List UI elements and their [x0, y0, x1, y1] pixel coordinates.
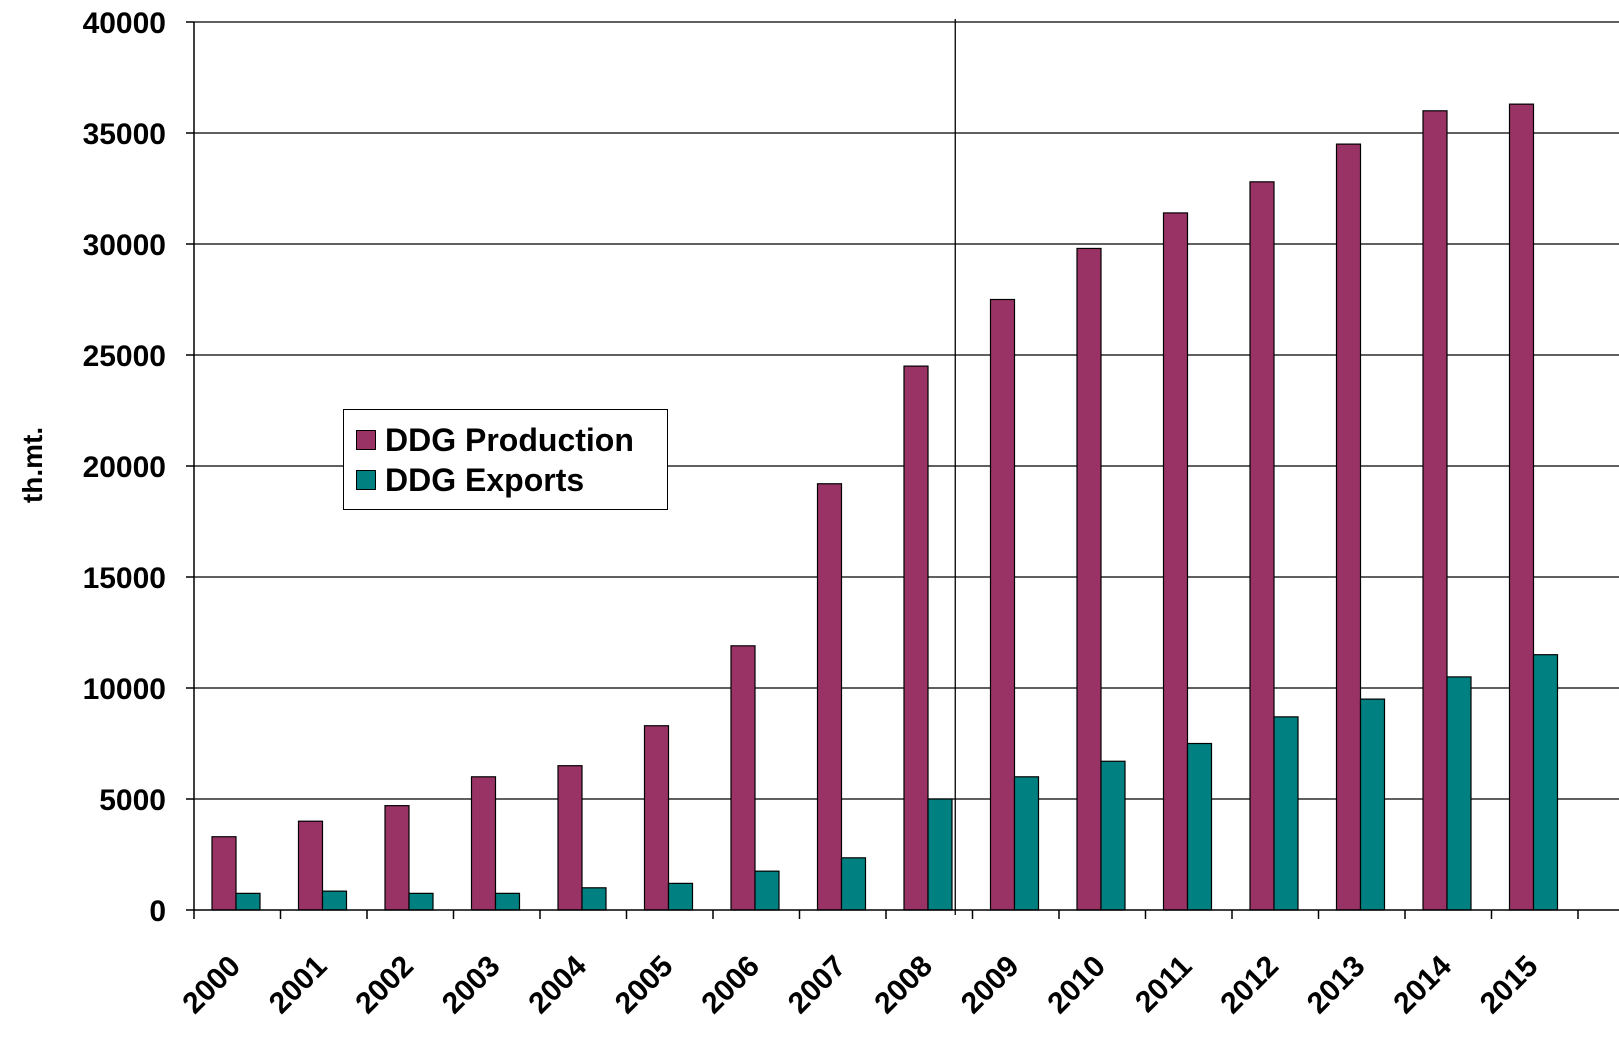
y-tick-label: 25000 — [83, 340, 166, 373]
bar-exports-2013 — [1359, 698, 1386, 911]
y-axis-title: th.mt. — [17, 427, 48, 503]
bar-production-2000 — [211, 836, 237, 911]
bar-production-2015 — [1508, 103, 1535, 911]
x-tick-label: 2012 — [1214, 950, 1285, 1021]
bar-production-2006 — [730, 645, 756, 911]
bar-exports-2008 — [927, 798, 953, 911]
x-tick-label: 2005 — [609, 950, 680, 1021]
x-tick-label: 2014 — [1387, 949, 1458, 1020]
y-tick-label: 0 — [149, 895, 166, 928]
y-tick-label: 20000 — [83, 451, 166, 484]
y-tick-label: 30000 — [83, 229, 166, 262]
x-tick-label: 2011 — [1129, 950, 1198, 1019]
x-tick-label: 2003 — [436, 950, 507, 1021]
legend-swatch-production — [356, 430, 376, 450]
bar-production-2009 — [989, 298, 1016, 911]
x-tick-label: 2001 — [263, 950, 334, 1021]
x-tick-label: 2008 — [868, 950, 939, 1021]
bar-production-2007 — [816, 483, 843, 911]
y-tick-label: 35000 — [83, 118, 166, 151]
bar-production-2002 — [384, 805, 410, 911]
x-tick-label: 2015 — [1474, 950, 1545, 1021]
bar-exports-2012 — [1273, 716, 1299, 911]
bar-production-2010 — [1076, 247, 1102, 911]
bar-exports-2007 — [840, 857, 867, 911]
x-tick-label: 2009 — [955, 950, 1026, 1021]
bar-exports-2009 — [1013, 776, 1040, 911]
y-tick-label: 5000 — [99, 784, 166, 817]
y-tick-label: 10000 — [83, 673, 166, 706]
bar-production-2011 — [1162, 212, 1189, 911]
bar-exports-2014 — [1446, 676, 1472, 911]
legend-item-exports: DDG Exports — [356, 462, 584, 498]
bar-production-2014 — [1422, 110, 1448, 911]
bar-exports-2001 — [321, 890, 348, 911]
bar-exports-2000 — [235, 892, 261, 911]
bar-exports-2006 — [754, 870, 780, 911]
bar-production-2003 — [470, 776, 497, 911]
bar-exports-2011 — [1186, 742, 1213, 911]
bar-exports-2002 — [408, 892, 434, 911]
x-tick-label: 2002 — [349, 950, 420, 1021]
x-tick-label: 2007 — [782, 950, 853, 1021]
y-tick-label: 15000 — [83, 562, 166, 595]
x-tick-labels: 2000 2001 2002 2003 2004 2005 2006 2007 2008 2009… — [176, 949, 1544, 1020]
bar-production-2001 — [297, 820, 324, 911]
bar-exports-2005 — [667, 882, 694, 911]
x-tick-label: 2006 — [695, 950, 766, 1021]
legend-item-production: DDG Production — [356, 422, 634, 458]
x-tick-label: 2004 — [522, 949, 593, 1020]
legend-label-exports: DDG Exports — [385, 461, 585, 498]
bar-exports-2015 — [1532, 654, 1559, 911]
y-tick-labels: 0 5000 10000 15000 20000 25000 30000 35000 40000 — [83, 7, 166, 928]
bar-exports-2003 — [494, 892, 521, 911]
bar-production-2005 — [643, 725, 670, 911]
y-tick-label: 40000 — [83, 7, 166, 40]
bar-production-2008 — [903, 365, 929, 911]
axes — [193, 22, 1619, 919]
bar-production-2013 — [1335, 143, 1362, 911]
legend-label-production: DDG Production — [385, 421, 634, 458]
bar-production-2004 — [557, 765, 583, 911]
bar-exports-2010 — [1100, 760, 1126, 911]
bar-exports-2004 — [581, 887, 607, 911]
x-tick-label: 2000 — [176, 950, 247, 1021]
bar-production-2012 — [1249, 181, 1275, 911]
x-tick-label: 2013 — [1301, 950, 1372, 1021]
x-tick-label: 2010 — [1041, 950, 1112, 1021]
legend-swatch-exports — [356, 470, 376, 490]
legend: DDG Production DDG Exports — [343, 409, 668, 510]
